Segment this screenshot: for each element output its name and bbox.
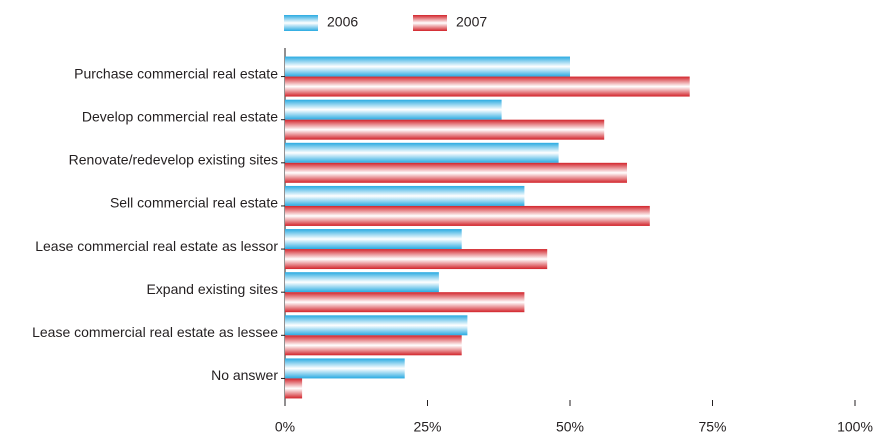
bar — [285, 185, 525, 206]
bar — [285, 119, 605, 140]
bar — [285, 272, 439, 293]
bar — [285, 229, 462, 250]
bar — [285, 335, 462, 356]
category-label: Lease commercial real estate as lessor — [35, 238, 278, 254]
bar — [285, 162, 627, 183]
bar — [285, 205, 650, 226]
category-label: Expand existing sites — [146, 281, 278, 297]
category-label: Purchase commercial real estate — [74, 65, 278, 81]
legend-swatch — [413, 15, 447, 31]
x-tick-label: 50% — [556, 419, 584, 435]
bar — [285, 378, 303, 399]
category-label: Develop commercial real estate — [82, 108, 278, 124]
bar — [285, 56, 570, 77]
bar — [285, 76, 690, 97]
bar — [285, 142, 559, 163]
bar — [285, 99, 502, 120]
bar — [285, 358, 405, 379]
x-tick-label: 25% — [413, 419, 441, 435]
category-label: Renovate/redevelop existing sites — [69, 152, 278, 168]
bar — [285, 292, 525, 313]
bar — [285, 249, 548, 270]
x-tick-label: 75% — [698, 419, 726, 435]
category-label: No answer — [211, 367, 278, 383]
category-label: Sell commercial real estate — [110, 195, 278, 211]
legend-label: 2007 — [456, 14, 487, 30]
x-tick-label: 0% — [275, 419, 295, 435]
x-tick-label: 100% — [837, 419, 873, 435]
legend-swatch — [284, 15, 318, 31]
bar — [285, 315, 468, 336]
legend-label: 2006 — [327, 14, 358, 30]
category-label: Lease commercial real estate as lessee — [32, 324, 278, 340]
